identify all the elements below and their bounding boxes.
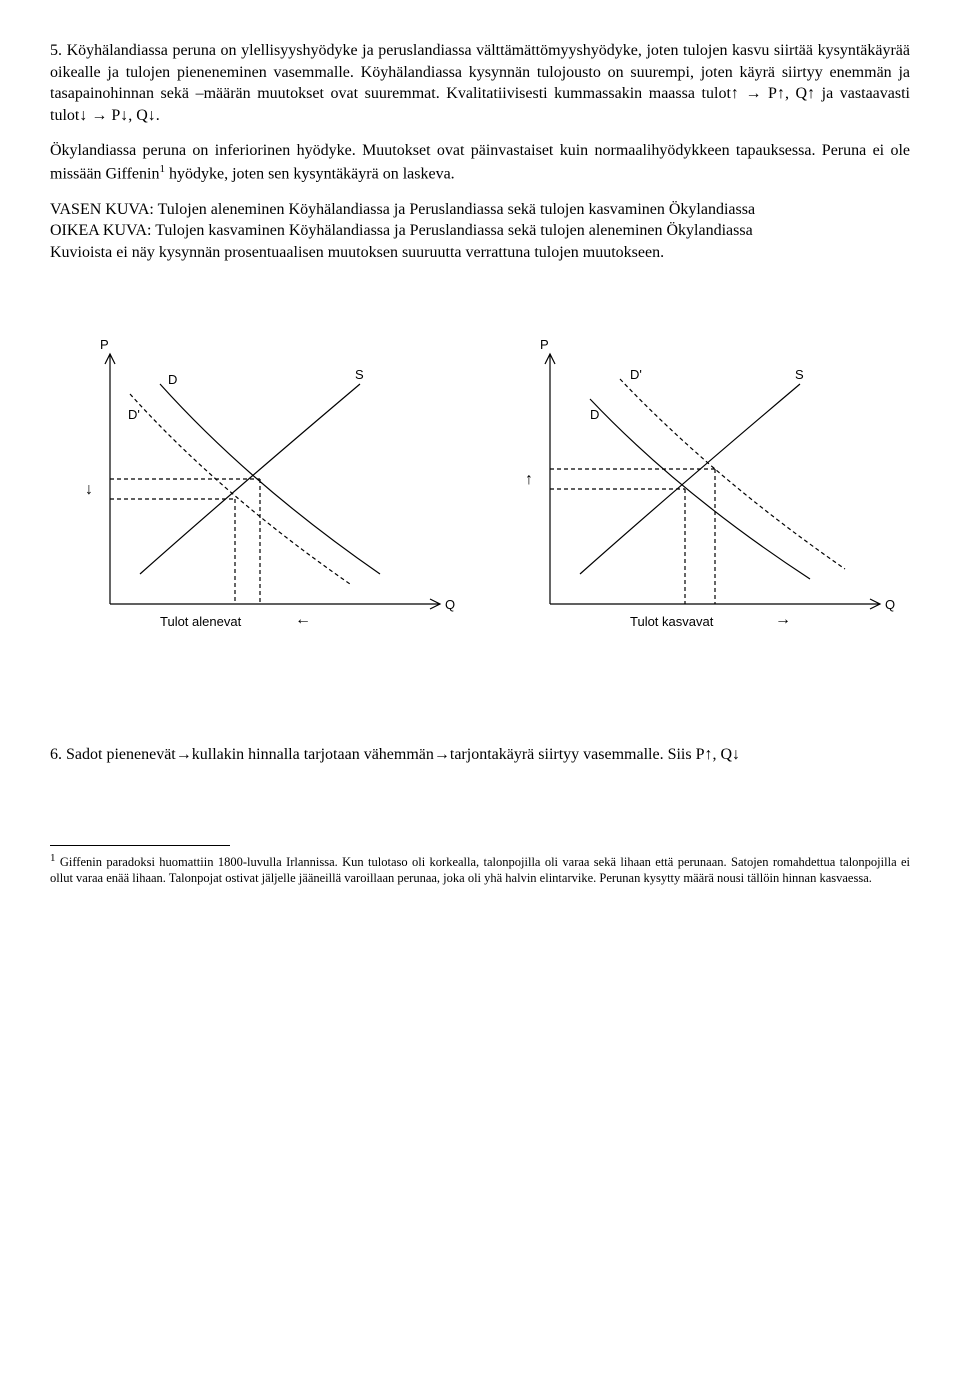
paragraph-5-oky: Ökylandiassa peruna on inferiorinen hyöd…	[50, 140, 910, 185]
right-chart: P Q D D' S ↑ → Tulot kasvavat	[490, 324, 910, 664]
left-chart: P Q D D' S ↓ ← Tulot alenevat	[50, 324, 470, 664]
x-caption: Tulot alenevat	[160, 614, 242, 629]
charts-row: P Q D D' S ↓ ← Tulot alenevat	[50, 324, 910, 664]
vasen-kuva-caption: VASEN KUVA: Tulojen aleneminen Köyhäland…	[50, 199, 910, 221]
paragraph-6: 6. Sadot pienenevät→kullakin hinnalla ta…	[50, 744, 910, 766]
s-label: S	[355, 367, 364, 382]
qty-arrow-icon: ←	[295, 611, 311, 628]
footnote-separator	[50, 845, 230, 846]
price-arrow-icon: ↑	[525, 471, 533, 488]
dprime-label: D'	[128, 407, 140, 422]
kuvioista-text: Kuvioista ei näy kysynnän prosentuaalise…	[50, 242, 910, 264]
d-label: D	[590, 407, 599, 422]
axis-p-label: P	[540, 337, 549, 352]
dprime-label: D'	[630, 367, 642, 382]
d-label: D	[168, 372, 177, 387]
price-arrow-icon: ↓	[85, 481, 93, 498]
footnote-body: Giffenin paradoksi huomattiin 1800-luvul…	[50, 855, 910, 885]
x-caption: Tulot kasvavat	[630, 614, 714, 629]
axis-q-label: Q	[885, 597, 895, 612]
qty-arrow-icon: →	[775, 611, 791, 628]
paragraph-5-intro: 5. Köyhälandiassa peruna on ylellisyyshy…	[50, 40, 910, 126]
oikea-kuva-caption: OIKEA KUVA: Tulojen kasvaminen Köyhäland…	[50, 220, 910, 242]
para5-oky-after: hyödyke, joten sen kysyntäkäyrä on laske…	[165, 165, 455, 182]
axis-p-label: P	[100, 337, 109, 352]
s-label: S	[795, 367, 804, 382]
footnote-text: 1 Giffenin paradoksi huomattiin 1800-luv…	[50, 852, 910, 886]
axis-q-label: Q	[445, 597, 455, 612]
